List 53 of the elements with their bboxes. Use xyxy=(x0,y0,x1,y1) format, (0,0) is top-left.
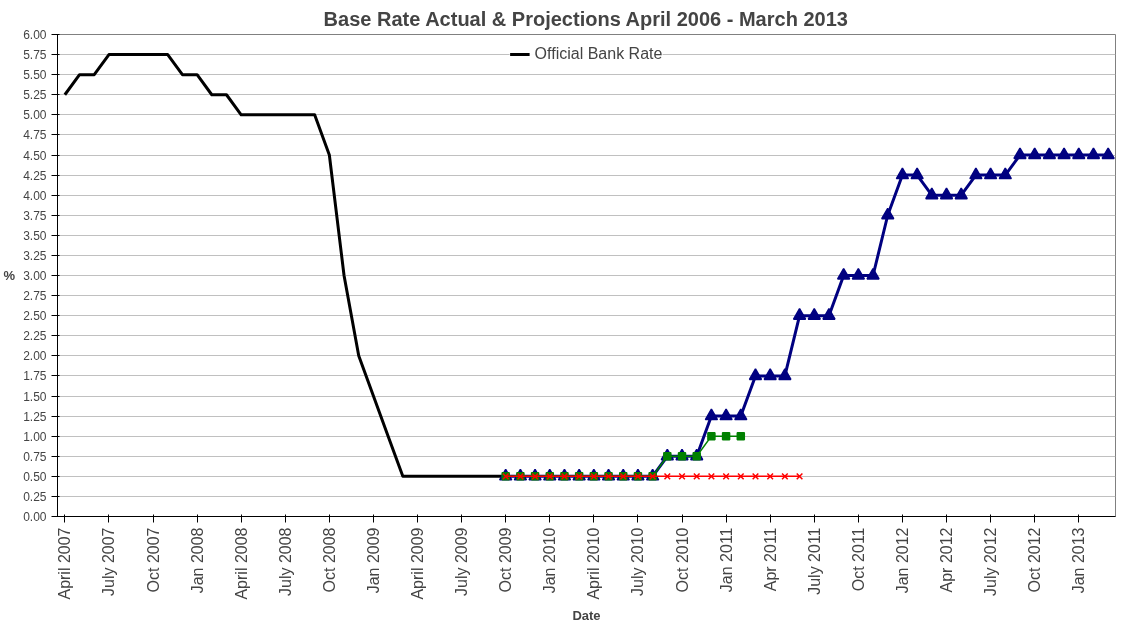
x-tick-label: April 2009 xyxy=(409,527,427,600)
x-tick-label: Jan 2011 xyxy=(717,527,735,593)
x-tick-label: Apr 2012 xyxy=(938,527,956,593)
x-tick-label: Oct 2012 xyxy=(1026,527,1044,593)
y-tick-label: 1.00 xyxy=(23,429,47,444)
y-tick-label: 4.75 xyxy=(23,128,47,143)
y-tick-label: 3.25 xyxy=(23,248,47,263)
legend-label: Official Bank Rate xyxy=(534,45,663,63)
x-tick-label: Jan 2012 xyxy=(893,527,911,594)
x-tick-label: Jan 2010 xyxy=(541,527,559,594)
x-tick-label: Jan 2013 xyxy=(1070,527,1088,594)
x-axis-title: Date xyxy=(572,607,601,623)
y-tick-label: 3.00 xyxy=(23,269,47,283)
x-tick-label: July 2010 xyxy=(629,527,647,596)
y-tick-label: 0.25 xyxy=(23,489,47,504)
y-tick-label: 4.25 xyxy=(23,168,47,183)
y-tick-label: 2.75 xyxy=(23,289,47,304)
y-tick-label: 4.00 xyxy=(23,188,47,203)
x-tick-label: July 2012 xyxy=(982,527,1000,596)
x-tick-label: Oct 2010 xyxy=(673,527,691,593)
y-tick-label: 5.50 xyxy=(23,68,47,83)
x-tick-label: Jan 2009 xyxy=(364,527,382,594)
x-tick-label: July 2011 xyxy=(805,527,823,595)
y-tick-label: 2.00 xyxy=(23,349,47,364)
x-tick-label: Apr 2011 xyxy=(761,527,779,592)
y-tick-label: 2.25 xyxy=(23,329,47,344)
x-tick-label: Jan 2008 xyxy=(188,527,206,594)
y-tick-label: 5.00 xyxy=(23,108,47,123)
x-tick-label: July 2009 xyxy=(453,527,471,596)
y-tick-label: 0.75 xyxy=(23,449,47,464)
chart-title: Base Rate Actual & Projections April 2006 - March 2013 xyxy=(323,7,848,30)
y-tick-label: 2.50 xyxy=(23,309,47,324)
x-tick-label: April 2010 xyxy=(585,527,603,600)
y-tick-label: 0.50 xyxy=(23,469,47,484)
y-tick-label: 1.75 xyxy=(23,369,47,384)
y-tick-label: 1.50 xyxy=(23,389,47,404)
x-tick-label: Oct 2009 xyxy=(497,527,515,593)
x-tick-label: July 2008 xyxy=(276,527,294,596)
y-tick-label: 3.75 xyxy=(23,208,47,223)
x-tick-label: April 2007 xyxy=(56,527,74,600)
y-tick-label: 5.75 xyxy=(23,48,47,63)
y-tick-label: 4.50 xyxy=(23,148,47,163)
y-tick-label: 3.50 xyxy=(23,228,47,243)
y-tick-label: 5.25 xyxy=(23,88,47,103)
x-tick-label: April 2008 xyxy=(232,527,250,600)
x-tick-label: July 2007 xyxy=(100,527,118,596)
x-tick-label: Oct 2008 xyxy=(320,527,338,593)
x-tick-label: Oct 2007 xyxy=(144,527,162,593)
y-axis-title: % xyxy=(3,268,16,283)
y-tick-label: 1.25 xyxy=(23,409,47,424)
x-tick-label: Oct 2011 xyxy=(849,527,867,592)
y-tick-label: 6.00 xyxy=(23,28,47,42)
y-tick-label: 0.00 xyxy=(23,510,47,524)
